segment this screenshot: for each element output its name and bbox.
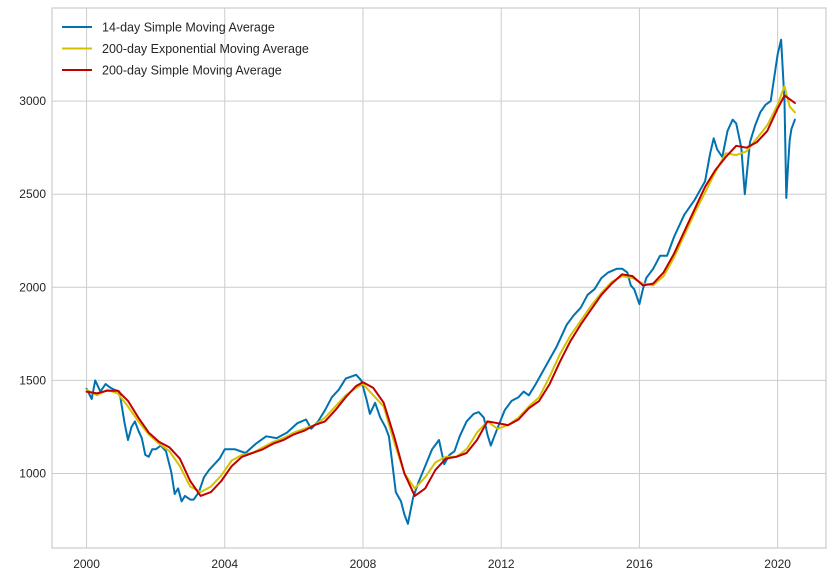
x-tick-label: 2000 <box>73 557 100 571</box>
series-line-2 <box>85 85 796 494</box>
legend-label: 200-day Simple Moving Average <box>102 64 282 78</box>
series-line-1 <box>85 38 796 525</box>
x-grid-lines <box>86 8 779 548</box>
series-line-3 <box>85 94 796 497</box>
x-axis-tick-labels: 2000 2004 2008 2012 2016 2020 <box>73 557 791 571</box>
y-tick-label: 1500 <box>19 373 46 387</box>
x-tick-label: 2020 <box>764 557 791 571</box>
series-lines <box>85 38 796 525</box>
x-tick-label: 2016 <box>626 557 653 571</box>
legend-label: 200-day Exponential Moving Average <box>102 42 309 56</box>
y-axis-tick-labels: 1000 1500 2000 2500 3000 <box>19 94 46 480</box>
x-tick-label: 2008 <box>350 557 377 571</box>
plot-frame <box>51 7 827 549</box>
y-tick-label: 2500 <box>19 187 46 201</box>
legend-label: 14-day Simple Moving Average <box>102 21 275 35</box>
x-tick-label: 2012 <box>488 557 515 571</box>
y-tick-label: 2000 <box>19 280 46 294</box>
y-tick-label: 3000 <box>19 94 46 108</box>
x-tick-label: 2004 <box>211 557 238 571</box>
y-tick-label: 1000 <box>19 467 46 481</box>
legend: 14-day Simple Moving Average 200-day Expo… <box>62 21 309 78</box>
